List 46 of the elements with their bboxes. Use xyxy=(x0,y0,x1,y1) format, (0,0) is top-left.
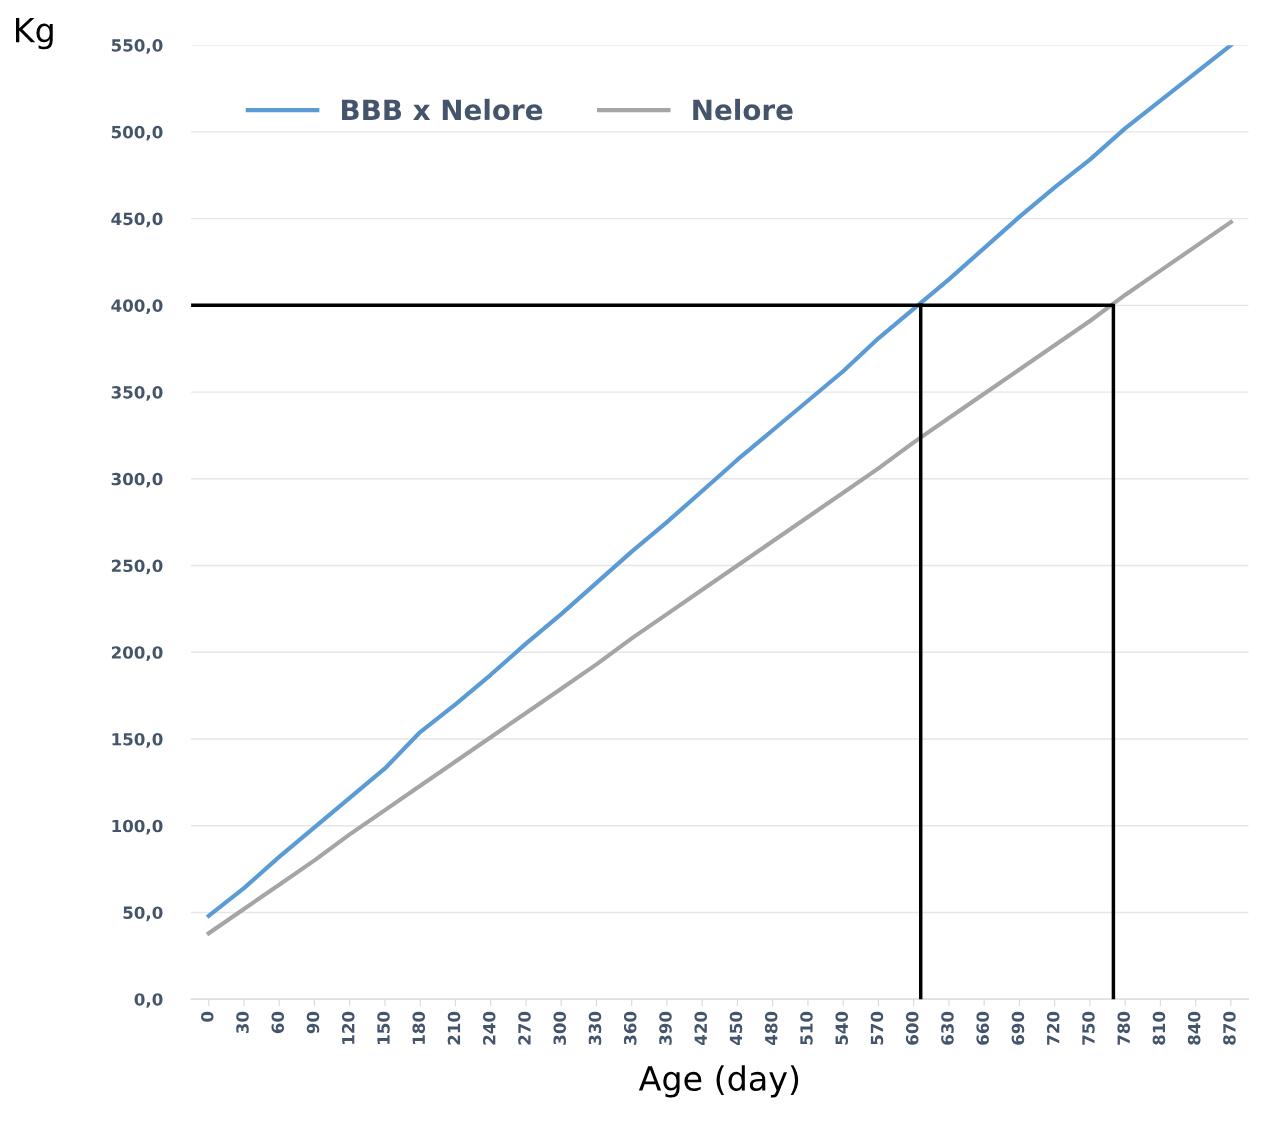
x-tick-label: 180 xyxy=(412,1011,426,1044)
x-tick-label: 750 xyxy=(1082,1011,1095,1045)
legend-label: Nelore xyxy=(693,98,793,121)
x-tick-label: 570 xyxy=(870,1011,884,1045)
y-tick-label: 250,0 xyxy=(111,559,163,575)
y-tick-label: 200,0 xyxy=(111,646,163,661)
x-tick-label: 210 xyxy=(447,1011,461,1045)
x-tick-label: 270 xyxy=(518,1011,531,1045)
x-tick-label: 0 xyxy=(200,1011,214,1022)
x-tick-label: 780 xyxy=(1117,1011,1130,1045)
x-tick-label: 300 xyxy=(553,1011,567,1045)
x-tick-label: 720 xyxy=(1046,1011,1060,1045)
x-tick-label: 630 xyxy=(941,1011,954,1045)
x-tick-label: 420 xyxy=(694,1011,708,1046)
y-tick-label: 500,0 xyxy=(111,125,163,141)
x-tick-label: 810 xyxy=(1152,1011,1166,1045)
x-tick-label: 540 xyxy=(835,1011,849,1045)
x-tick-label: 840 xyxy=(1187,1011,1201,1045)
y-tick-label: 50,0 xyxy=(123,906,163,922)
y-tick-label: 400,0 xyxy=(111,299,163,315)
x-tick-label: 690 xyxy=(1011,1011,1025,1045)
y-tick-label: 350,0 xyxy=(111,386,163,401)
x-tick-label: 60 xyxy=(271,1011,285,1034)
x-axis-title: Age (day) xyxy=(638,1065,799,1098)
y-tick-label: 0,0 xyxy=(134,993,163,1008)
x-tick-label: 660 xyxy=(976,1011,989,1045)
x-tick-label: 600 xyxy=(905,1011,919,1045)
x-tick-label: 450 xyxy=(729,1011,743,1046)
y-tick-label: 150,0 xyxy=(112,732,163,748)
x-tick-label: 330 xyxy=(588,1011,602,1045)
x-tick-label: 30 xyxy=(236,1011,249,1034)
x-tick-label: 90 xyxy=(306,1011,320,1034)
x-tick-label: 360 xyxy=(623,1011,637,1045)
x-tick-label: 510 xyxy=(800,1011,813,1045)
y-tick-label: 100,0 xyxy=(112,819,163,835)
x-tick-label: 120 xyxy=(341,1011,355,1044)
x-tick-label: 870 xyxy=(1223,1011,1236,1045)
x-tick-label: 240 xyxy=(482,1011,496,1045)
y-tick-label: 300,0 xyxy=(111,472,163,488)
y-tick-label: 450,0 xyxy=(111,212,163,228)
x-tick-label: 480 xyxy=(764,1011,778,1046)
x-tick-label: 390 xyxy=(659,1011,672,1045)
y-axis-title: Kg xyxy=(16,17,53,50)
x-tick-label: 150 xyxy=(377,1011,390,1044)
legend-label: BBB x Nelore xyxy=(342,98,543,121)
y-tick-label: 550,0 xyxy=(111,39,163,54)
